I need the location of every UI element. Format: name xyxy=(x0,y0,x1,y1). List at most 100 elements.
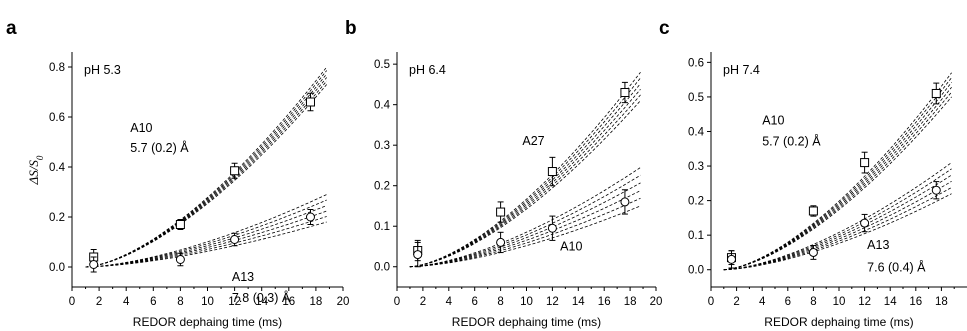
x-tick-label: 6 xyxy=(785,296,791,308)
fit-curve xyxy=(723,193,952,271)
fit-curve xyxy=(85,216,327,268)
x-tick-label: 0 xyxy=(708,296,714,308)
y-tick-label: 0.4 xyxy=(49,162,66,174)
fit-curve xyxy=(723,77,952,271)
data-point-square xyxy=(175,220,185,229)
annotation-label: A10 xyxy=(560,240,582,254)
annotation-label: 7.8 (0.3) Å xyxy=(232,290,291,305)
fit-curve xyxy=(409,100,641,268)
fit-curve xyxy=(85,194,327,268)
fit-curve xyxy=(409,190,641,268)
x-tick-label: 8 xyxy=(810,296,816,308)
fit-curve xyxy=(723,86,952,271)
data-point-square xyxy=(931,88,941,98)
y-tick-label: 0.0 xyxy=(49,262,65,274)
x-tick-label: 18 xyxy=(935,296,948,308)
x-tick-label: 4 xyxy=(123,296,130,308)
x-tick-label: 16 xyxy=(598,296,611,308)
x-tick-label: 6 xyxy=(150,296,156,308)
y-tick-label: 0.3 xyxy=(374,140,390,152)
y-tick-label: 0.8 xyxy=(49,62,65,74)
x-tick-label: 10 xyxy=(833,296,846,308)
x-tick-label: 8 xyxy=(177,296,183,308)
annotation-label: A13 xyxy=(232,270,254,284)
y-tick-label: 0.2 xyxy=(49,212,65,224)
panel-label: b xyxy=(345,18,357,39)
y-tick-label: 0.5 xyxy=(688,92,704,104)
data-point-square xyxy=(547,167,557,177)
x-tick-label: 14 xyxy=(572,296,585,308)
panel-label: c xyxy=(659,18,670,39)
x-tick-label: 6 xyxy=(471,296,477,308)
y-tick-label: 0.0 xyxy=(688,265,704,277)
fit-curve xyxy=(723,168,952,271)
y-tick-label: 0.2 xyxy=(374,181,390,193)
data-point-circle xyxy=(89,260,99,269)
fit-curve xyxy=(85,66,328,268)
annotation-label: 7.6 (0.4) Å xyxy=(867,259,926,274)
condition-label: pH 7.4 xyxy=(723,63,760,77)
fit-curve xyxy=(85,73,328,268)
data-point-square xyxy=(808,206,818,216)
fit-curve xyxy=(85,70,328,268)
data-point-circle xyxy=(496,237,506,247)
y-axis-label-sub: 0 xyxy=(35,155,45,160)
x-tick-label: 18 xyxy=(310,296,323,308)
fit-curve xyxy=(409,205,641,268)
x-tick-label: 16 xyxy=(909,296,922,308)
y-tick-label: 0.4 xyxy=(688,126,705,138)
fit-curve xyxy=(85,80,328,268)
x-tick-label: 18 xyxy=(624,296,637,308)
fit-curve xyxy=(723,91,952,271)
x-tick-label: 0 xyxy=(69,296,75,308)
data-point-circle xyxy=(547,223,557,233)
x-tick-label: 12 xyxy=(858,296,871,308)
data-point-square xyxy=(496,207,506,217)
x-axis-label: REDOR dephaing time (ms) xyxy=(452,315,601,329)
x-tick-label: 20 xyxy=(337,296,350,308)
fit-curve xyxy=(723,180,952,271)
y-tick-label: 0.2 xyxy=(688,196,704,208)
x-tick-label: 2 xyxy=(733,296,739,308)
condition-label: pH 5.3 xyxy=(84,63,121,77)
y-tick-label: 0.1 xyxy=(688,230,704,242)
annotation-label: 5.7 (0.2) Å xyxy=(762,133,821,148)
fit-curve xyxy=(409,174,641,268)
x-tick-label: 12 xyxy=(546,296,559,308)
x-tick-label: 2 xyxy=(420,296,426,308)
fit-curve xyxy=(409,72,641,268)
annotation-label: A10 xyxy=(762,114,784,128)
y-tick-label: 0.6 xyxy=(49,112,65,124)
y-tick-label: 0.4 xyxy=(374,100,391,112)
x-tick-label: 4 xyxy=(759,296,766,308)
panel-a: 0 2 4 6 8 10 12 14 16 18 20 0.0 0.2 0.4 0.6 0.8 REDOR de… xyxy=(6,18,349,329)
y-tick-label: 0.5 xyxy=(374,59,390,71)
fit-curve xyxy=(85,77,328,268)
y-tick-label: 0.6 xyxy=(688,57,704,69)
x-tick-label: 10 xyxy=(520,296,533,308)
x-tick-label: 4 xyxy=(446,296,453,308)
y-tick-label: 0.0 xyxy=(374,262,390,274)
x-tick-label: 14 xyxy=(255,296,268,308)
data-point-circle xyxy=(175,255,185,264)
data-point-square xyxy=(620,88,630,98)
x-axis-label: REDOR dephaing time (ms) xyxy=(133,315,282,329)
data-point-circle xyxy=(620,197,630,207)
y-tick-label: 0.1 xyxy=(374,221,390,233)
fit-curve xyxy=(409,167,641,268)
data-point-circle xyxy=(305,212,315,222)
x-tick-label: 10 xyxy=(201,296,214,308)
fit-curve xyxy=(409,197,641,268)
data-point-square xyxy=(860,158,870,168)
annotation-label: 5.7 (0.2) Å xyxy=(130,140,189,155)
panel-c: 0 2 4 6 8 10 12 14 16 18 0.0 0.1 0.2 0.3 0.4 0.5 0.6 REDO… xyxy=(659,18,967,329)
fit-curve xyxy=(409,77,641,268)
fit-curve xyxy=(723,174,952,271)
y-tick-label: 0.3 xyxy=(688,161,704,173)
fit-curve xyxy=(723,82,952,271)
panel-label: a xyxy=(6,18,17,39)
x-tick-label: 0 xyxy=(394,296,400,308)
panel-b: 0 2 4 6 8 10 12 14 16 18 20 0.0 0.1 0.2 0.3 0.4 0.5 REDOR… xyxy=(345,18,662,329)
